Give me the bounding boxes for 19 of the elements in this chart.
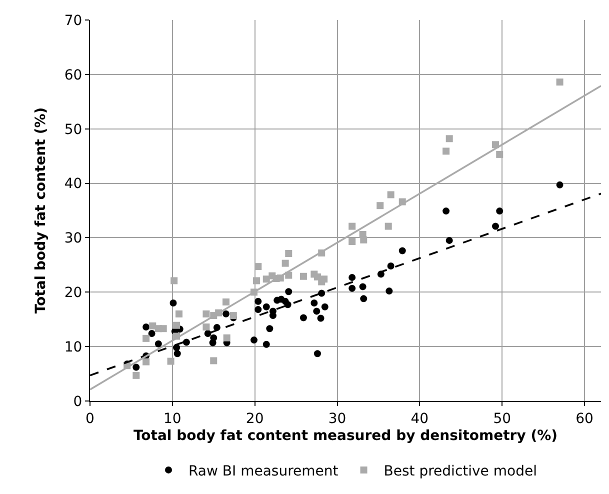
x-axis-title: Total body fat content measured by densitometry (%) xyxy=(133,428,558,444)
x-tick-label: 40 xyxy=(410,410,429,427)
x-tick-label: 50 xyxy=(493,410,512,427)
legend-label: Raw BI measurement xyxy=(188,463,339,480)
y-tick-label: 20 xyxy=(64,285,82,302)
y-tick-label: 70 xyxy=(64,12,82,29)
y-tick-label: 40 xyxy=(64,176,82,192)
legend-label: Best predictive model xyxy=(384,463,537,480)
x-tick-label: 10 xyxy=(164,410,182,427)
y-tick-label: 60 xyxy=(64,67,82,84)
y-axis-title: Total body fat content (%) xyxy=(32,107,49,314)
x-tick-label: 0 xyxy=(86,410,94,427)
x-tick-label: 30 xyxy=(328,410,346,427)
y-tick-label: 0 xyxy=(73,394,82,410)
y-tick-label: 50 xyxy=(64,122,82,138)
x-tick-label: 20 xyxy=(246,410,264,427)
y-tick-label: 10 xyxy=(64,339,82,356)
y-tick-label: 30 xyxy=(64,230,82,247)
x-tick-label: 60 xyxy=(576,410,594,427)
